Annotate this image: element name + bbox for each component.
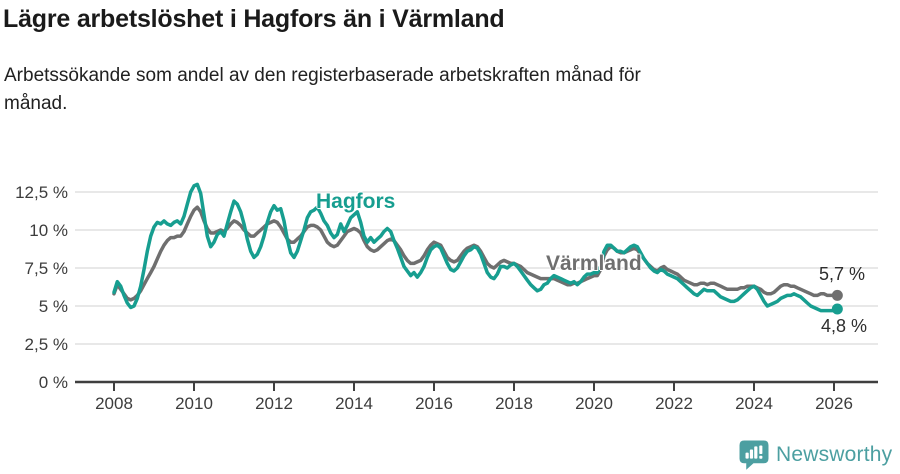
newsworthy-wordmark: Newsworthy <box>776 443 893 466</box>
chart-subtitle: Arbetssökande som andel av den registerb… <box>4 65 641 114</box>
newsworthy-speech-bubble-chart-icon <box>739 440 769 470</box>
x-tick-label: 2014 <box>335 394 373 413</box>
x-tick-label: 2010 <box>175 394 213 413</box>
line-varmland <box>112 205 840 302</box>
end-value-label-hagfors: 4,8 % <box>821 316 868 336</box>
series-label-hagfors: Hagfors <box>316 190 396 213</box>
x-tick-label: 2022 <box>655 394 693 413</box>
chart-title: Lägre arbetslöshet i Hagfors än i Värmla… <box>3 5 505 33</box>
x-tick-label: 2020 <box>575 394 613 413</box>
y-tick-label: 2,5 % <box>25 335 68 354</box>
end-dot-hagfors <box>831 303 843 315</box>
x-tick-label: 2008 <box>95 394 133 413</box>
y-tick-label: 7,5 % <box>25 259 68 278</box>
end-dot-varmland <box>831 289 843 301</box>
y-tick-label: 5 % <box>39 297 68 316</box>
line-hagfors <box>112 182 840 313</box>
y-tick-label: 10 % <box>29 221 68 240</box>
end-value-label-varmland: 5,7 % <box>819 264 866 284</box>
series-label-varmland: Värmland <box>546 252 642 275</box>
x-tick-label: 2012 <box>255 394 293 413</box>
y-tick-label: 0 % <box>39 373 68 392</box>
x-tick-label: 2026 <box>815 394 853 413</box>
x-tick-label: 2018 <box>495 394 533 413</box>
x-tick-label: 2024 <box>735 394 773 413</box>
newsworthy-logo[interactable]: Newsworthy <box>739 440 892 470</box>
x-tick-label: 2016 <box>415 394 453 413</box>
y-tick-label: 12,5 % <box>15 183 68 202</box>
